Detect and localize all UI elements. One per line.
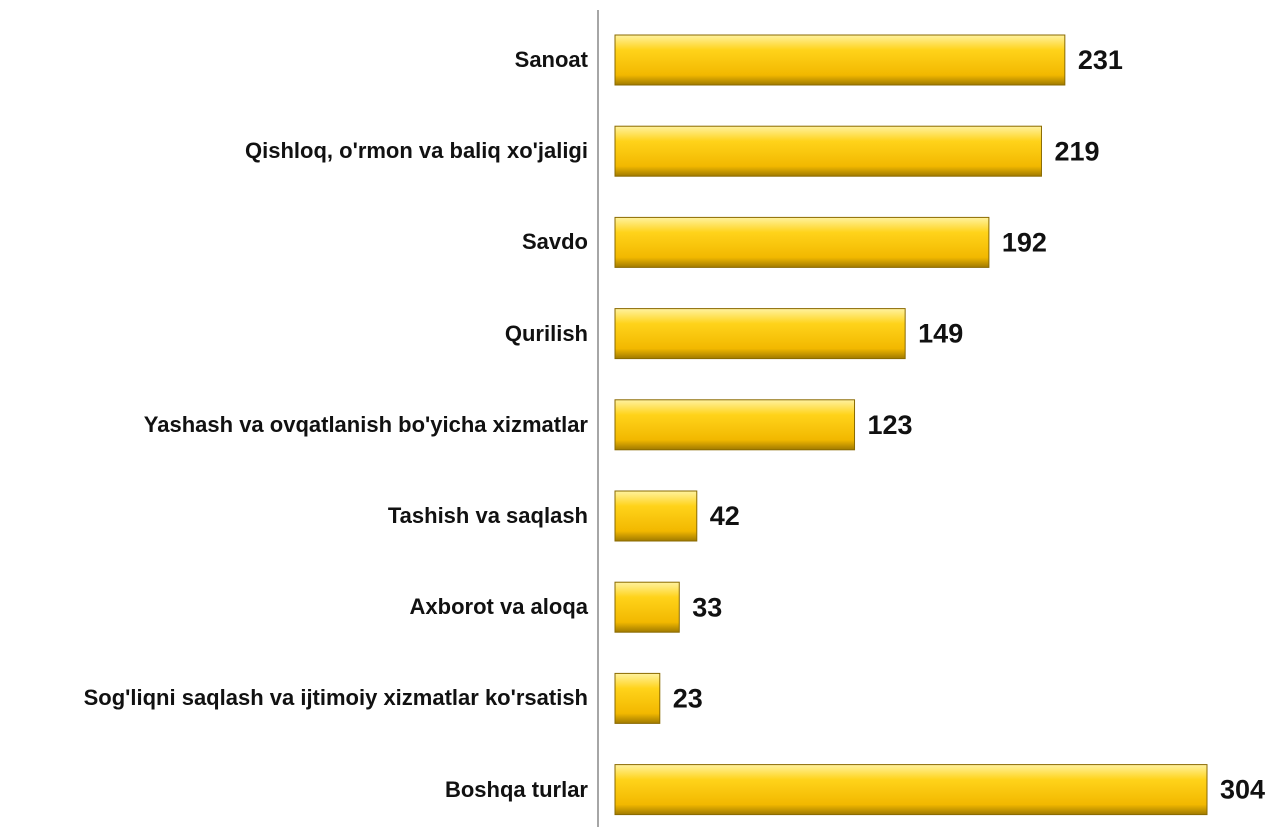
bar-group — [614, 399, 856, 451]
category-label: Qurilish — [504, 320, 588, 346]
bar — [614, 581, 680, 633]
bar-group — [614, 34, 1066, 86]
value-label: 149 — [918, 319, 963, 349]
category-label: Sog'liqni saqlash va ijtimoiy xizmatlar … — [83, 685, 588, 711]
bar-group — [614, 764, 1208, 816]
category-label: Tashish va saqlash — [387, 503, 588, 528]
value-label: 42 — [710, 501, 740, 531]
bar-group — [614, 216, 990, 268]
bar-group — [614, 490, 698, 542]
category-label: Savdo — [521, 229, 588, 255]
bar — [614, 216, 990, 268]
category-label: Axborot va aloqa — [409, 594, 588, 620]
value-label: 123 — [868, 410, 913, 440]
value-label: 304 — [1220, 775, 1265, 805]
bar-group — [614, 672, 661, 724]
bar — [614, 490, 698, 542]
category-label: Qishloq, o'rmon va baliq xo'jaligi — [245, 138, 588, 164]
bar — [614, 399, 856, 451]
value-label: 23 — [673, 684, 703, 714]
category-label: Yashash va ovqatlanish bo'yicha xizmatla… — [143, 411, 588, 437]
bar — [614, 764, 1208, 816]
bar-group — [614, 125, 1042, 177]
bar — [614, 308, 906, 360]
bar-group — [614, 581, 680, 633]
value-label: 231 — [1078, 45, 1123, 75]
bar — [614, 672, 661, 724]
category-label: Boshqa turlar — [444, 776, 588, 802]
value-label: 219 — [1054, 136, 1099, 166]
category-label: Sanoat — [514, 47, 588, 72]
bar — [614, 125, 1042, 177]
value-label: 192 — [1002, 228, 1047, 258]
value-label: 33 — [692, 592, 722, 622]
bar — [614, 34, 1066, 86]
bar-group — [614, 308, 906, 360]
